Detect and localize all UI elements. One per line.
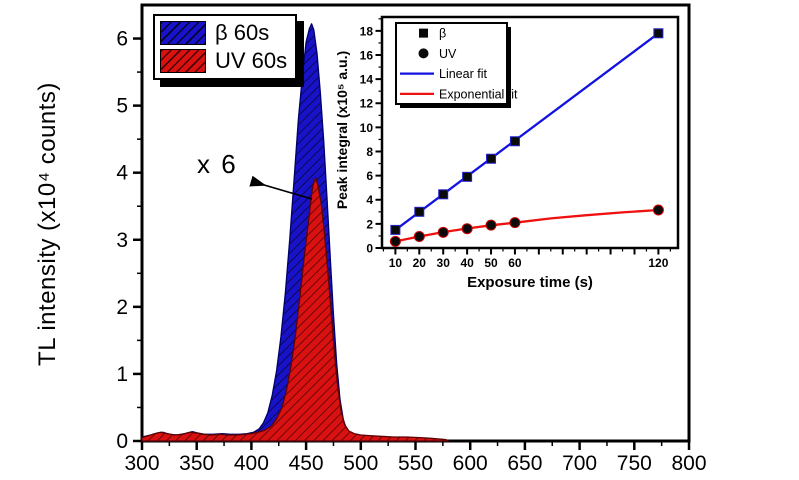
beta-point bbox=[486, 153, 497, 164]
legend-circle-marker bbox=[418, 48, 429, 59]
main-x-tick-label: 650 bbox=[507, 452, 542, 475]
main-y-tick-label: 4 bbox=[116, 162, 128, 185]
main-y-tick-label: 0 bbox=[116, 430, 128, 453]
main-x-tick-label: 400 bbox=[234, 452, 269, 475]
main-y-tick-label: 1 bbox=[116, 363, 128, 386]
uv-point bbox=[461, 223, 473, 235]
legend-row-uv: UV 60s bbox=[160, 47, 287, 75]
beta-point bbox=[462, 171, 473, 182]
inset-x-axis-title: Exposure time (s) bbox=[467, 274, 593, 291]
main-y-tick-label: 3 bbox=[116, 229, 128, 252]
inset-y-tick-label: 6 bbox=[366, 169, 373, 183]
inset-x-tick-label: 40 bbox=[460, 256, 474, 270]
legend-square-marker bbox=[419, 28, 428, 38]
scale-annotation: x 6 bbox=[197, 149, 238, 179]
main-y-tick-label: 5 bbox=[116, 95, 128, 118]
main-x-tick-label: 550 bbox=[398, 452, 433, 475]
main-x-tick-label: 700 bbox=[562, 452, 597, 475]
uv-point bbox=[509, 217, 521, 229]
beta-point bbox=[509, 136, 520, 147]
inset-x-tick-label: 20 bbox=[413, 256, 427, 270]
inset-x-tick-label: 50 bbox=[484, 256, 498, 270]
main-legend: β 60s UV 60s bbox=[153, 14, 298, 80]
uv-hatch-swatch bbox=[160, 49, 206, 73]
inset-legend-label: UV bbox=[439, 47, 457, 61]
beta-point bbox=[653, 28, 664, 39]
main-x-tick-label: 600 bbox=[453, 452, 488, 475]
inset-y-axis-title: Peak integral (x10⁵ a.u.) bbox=[334, 50, 350, 210]
main-x-tick-label: 450 bbox=[289, 452, 324, 475]
inset-legend-box bbox=[395, 22, 508, 105]
inset-y-tick-label: 14 bbox=[360, 73, 374, 87]
beta-hatch-swatch bbox=[160, 21, 206, 45]
inset-plot: 10 20 30 40 50 60 120 0 2 4 6 8 10 12 14 16 18 β UV Linear … bbox=[360, 15, 680, 270]
main-x-tick-label: 300 bbox=[124, 452, 159, 475]
inset-y-tick-label: 4 bbox=[366, 193, 373, 207]
beta-point bbox=[390, 224, 401, 235]
legend-label-beta: β 60s bbox=[215, 20, 270, 45]
main-x-tick-label: 750 bbox=[617, 452, 652, 475]
inset-y-tick-label: 10 bbox=[360, 121, 374, 135]
inset-y-tick-label: 18 bbox=[360, 24, 374, 38]
main-y-tick-label: 6 bbox=[116, 28, 128, 51]
main-x-tick-label: 500 bbox=[343, 452, 378, 475]
legend-label-uv: UV 60s bbox=[215, 48, 288, 73]
main-y-tick-label: 2 bbox=[116, 296, 128, 319]
beta-point bbox=[438, 189, 449, 200]
inset-legend-label: Exponential fit bbox=[439, 87, 518, 101]
beta-point bbox=[414, 206, 425, 217]
uv-point bbox=[485, 219, 497, 231]
inset-x-tick-label: 120 bbox=[648, 256, 668, 270]
inset-x-tick-label: 60 bbox=[508, 256, 522, 270]
uv-point bbox=[437, 226, 449, 238]
inset-y-tick-label: 16 bbox=[360, 48, 374, 62]
inset-legend-label: β bbox=[439, 27, 446, 41]
inset-x-tick-label: 10 bbox=[389, 256, 403, 270]
legend-row-beta: β 60s bbox=[160, 19, 287, 47]
inset-legend-label: Linear fit bbox=[439, 67, 487, 81]
uv-point bbox=[389, 235, 401, 247]
annotation-arrow bbox=[249, 175, 313, 200]
uv-point bbox=[413, 231, 425, 243]
inset-y-tick-label: 2 bbox=[366, 217, 373, 231]
main-x-tick-label: 800 bbox=[671, 452, 706, 475]
inset-y-tick-label: 0 bbox=[366, 242, 373, 256]
inset-x-tick-label: 30 bbox=[437, 256, 451, 270]
inset-y-tick-label: 8 bbox=[366, 145, 373, 159]
uv-point bbox=[652, 204, 664, 216]
exponential-fit-line bbox=[395, 208, 659, 243]
main-y-axis-title: TL intensity (x10⁴ counts) bbox=[34, 82, 61, 366]
main-x-tick-label: 350 bbox=[179, 452, 214, 475]
inset-y-tick-label: 12 bbox=[360, 97, 374, 111]
uv-curve bbox=[141, 177, 449, 442]
